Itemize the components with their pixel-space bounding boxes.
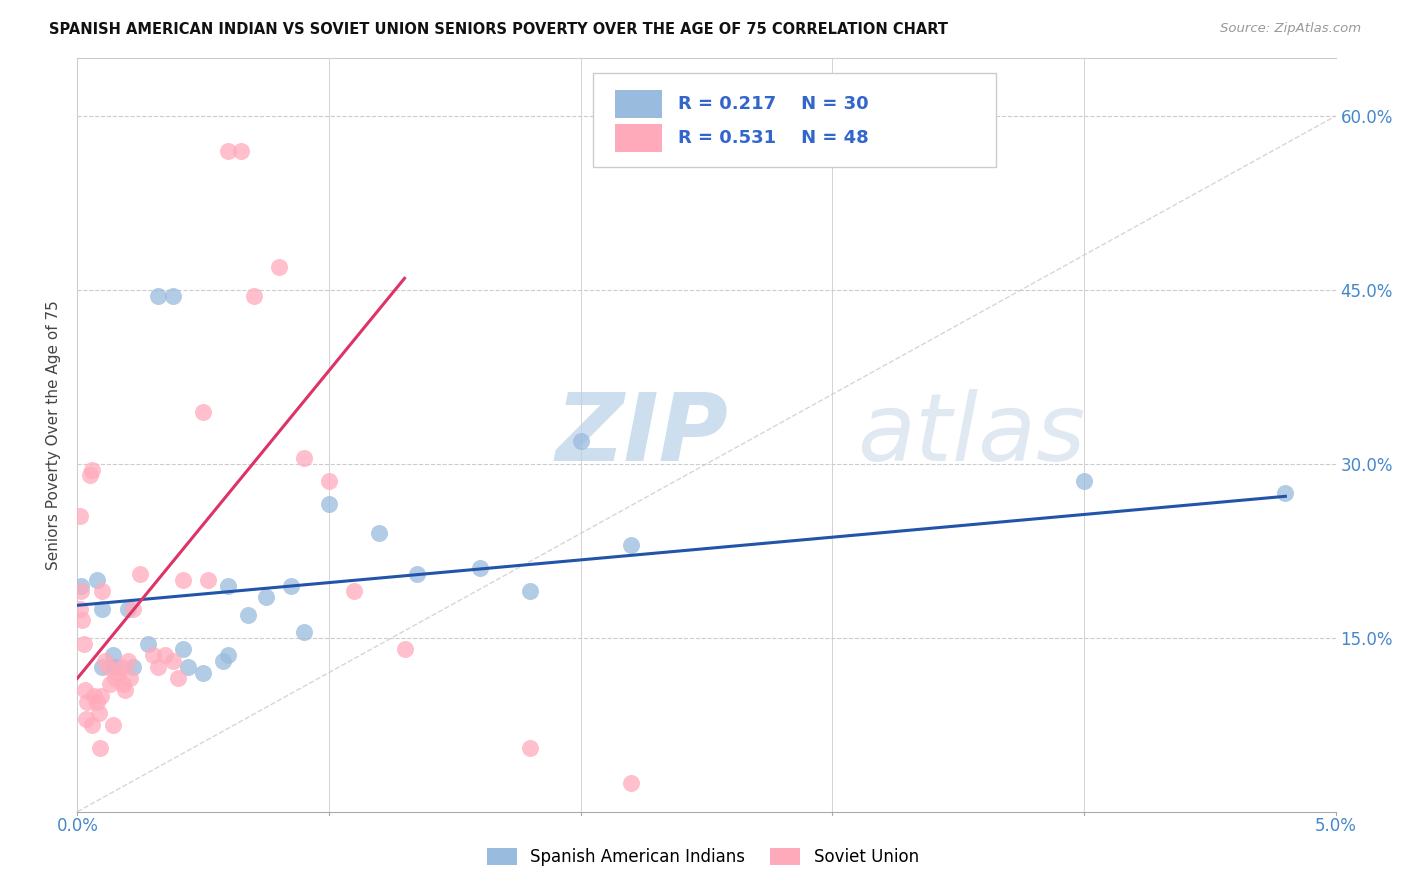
Point <box>87 706 110 721</box>
Point <box>254 591 277 605</box>
Point <box>104 660 127 674</box>
Point <box>620 775 643 790</box>
Point <box>318 475 340 489</box>
Legend: Spanish American Indians, Soviet Union: Spanish American Indians, Soviet Union <box>481 841 925 873</box>
Point <box>569 434 592 448</box>
Point <box>280 579 302 593</box>
Point <box>620 538 643 552</box>
FancyBboxPatch shape <box>614 124 662 153</box>
Point <box>82 462 104 476</box>
Point <box>83 689 105 703</box>
Point <box>191 665 215 680</box>
Point <box>86 573 108 587</box>
Point <box>129 567 152 582</box>
Point <box>82 717 104 731</box>
Point <box>70 584 93 599</box>
Point <box>104 671 127 685</box>
Point <box>162 654 184 668</box>
Point <box>75 712 97 726</box>
Point <box>120 671 142 685</box>
Point <box>172 642 194 657</box>
Text: R = 0.531    N = 48: R = 0.531 N = 48 <box>678 128 869 147</box>
Point <box>111 677 134 691</box>
Text: R = 0.217    N = 30: R = 0.217 N = 30 <box>678 95 868 113</box>
Point <box>114 683 136 698</box>
Point <box>90 689 112 703</box>
Point <box>72 614 94 628</box>
Point <box>318 498 340 512</box>
Point <box>76 694 98 708</box>
Point <box>121 602 143 616</box>
Point <box>177 660 200 674</box>
Point <box>136 637 159 651</box>
Point <box>89 740 111 755</box>
Point <box>242 289 264 303</box>
Point <box>146 660 169 674</box>
Point <box>468 561 491 575</box>
Point <box>117 654 139 668</box>
Point <box>267 260 290 274</box>
Point <box>238 607 260 622</box>
Point <box>292 451 315 466</box>
Point <box>96 660 118 674</box>
Point <box>172 573 194 587</box>
Point <box>117 602 139 616</box>
Point <box>1274 485 1296 500</box>
Point <box>368 526 391 541</box>
Point <box>110 660 132 674</box>
Text: Source: ZipAtlas.com: Source: ZipAtlas.com <box>1220 22 1361 36</box>
FancyBboxPatch shape <box>593 73 995 168</box>
Point <box>162 289 184 303</box>
Point <box>217 579 239 593</box>
Text: atlas: atlas <box>858 389 1085 481</box>
Point <box>146 289 169 303</box>
Point <box>91 660 114 674</box>
Point <box>91 602 114 616</box>
Point <box>212 654 235 668</box>
Point <box>519 740 541 755</box>
Point <box>69 602 91 616</box>
Point <box>406 567 429 582</box>
Point <box>98 677 121 691</box>
Point <box>519 584 541 599</box>
Text: ZIP: ZIP <box>555 389 728 481</box>
Point <box>72 637 94 651</box>
Point <box>343 584 366 599</box>
Point <box>86 694 108 708</box>
Point <box>197 573 219 587</box>
Point <box>292 624 315 639</box>
Y-axis label: Seniors Poverty Over the Age of 75: Seniors Poverty Over the Age of 75 <box>46 300 62 570</box>
Point <box>70 579 93 593</box>
Point <box>121 660 143 674</box>
Point <box>217 648 239 662</box>
Point <box>217 144 239 158</box>
Point <box>94 654 117 668</box>
Point <box>107 665 129 680</box>
Point <box>155 648 177 662</box>
Point <box>229 144 252 158</box>
FancyBboxPatch shape <box>614 89 662 119</box>
Point <box>191 405 215 419</box>
Point <box>394 642 416 657</box>
Point <box>101 648 124 662</box>
Point <box>142 648 165 662</box>
Point <box>79 468 101 483</box>
Point <box>1073 475 1095 489</box>
Point <box>167 671 190 685</box>
Point <box>73 683 96 698</box>
Point <box>101 717 124 731</box>
Text: SPANISH AMERICAN INDIAN VS SOVIET UNION SENIORS POVERTY OVER THE AGE OF 75 CORRE: SPANISH AMERICAN INDIAN VS SOVIET UNION … <box>49 22 948 37</box>
Point <box>91 584 114 599</box>
Point <box>69 508 91 523</box>
